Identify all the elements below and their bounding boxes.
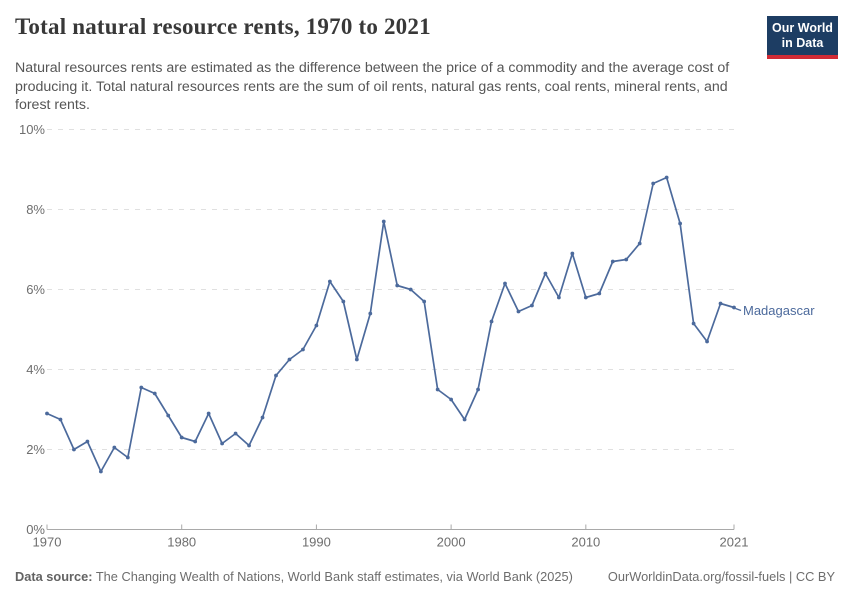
data-point	[556, 295, 561, 300]
data-point	[449, 397, 454, 402]
x-axis-tick-label: 2010	[571, 535, 600, 550]
data-point	[287, 357, 292, 362]
owid-logo-line1: Our World	[772, 21, 833, 35]
data-point	[354, 357, 359, 362]
data-point	[301, 347, 305, 352]
y-axis-tick-label: 10%	[19, 122, 45, 137]
data-point	[45, 411, 49, 416]
data-point	[732, 305, 736, 310]
x-axis-tick-label: 1980	[167, 535, 196, 550]
data-point	[570, 251, 575, 256]
data-point	[678, 221, 683, 226]
data-point	[597, 291, 602, 296]
data-point	[476, 387, 480, 392]
x-axis-tick-label: 1970	[33, 535, 62, 550]
data-point	[368, 311, 373, 316]
data-point	[274, 373, 278, 378]
data-point	[705, 339, 709, 344]
data-point	[152, 391, 157, 396]
data-point	[206, 411, 211, 416]
data-point	[583, 295, 588, 300]
data-point	[718, 301, 723, 306]
data-point	[193, 439, 198, 444]
x-axis-tick-label: 2000	[437, 535, 466, 550]
data-point	[395, 283, 400, 288]
chart-title: Total natural resource rents, 1970 to 20…	[15, 14, 431, 39]
data-point	[516, 309, 521, 314]
y-axis-tick-label: 8%	[26, 202, 45, 217]
license-link[interactable]: OurWorldinData.org/fossil-fuels | CC BY	[607, 569, 835, 584]
series-label-madagascar[interactable]: Madagascar	[743, 302, 815, 318]
data-point	[637, 241, 642, 246]
y-axis-tick-label: 4%	[26, 362, 45, 377]
data-point	[503, 281, 507, 286]
y-axis-tick-label: 6%	[26, 282, 45, 297]
label-connector-line	[735, 307, 742, 312]
data-point	[327, 279, 332, 284]
data-point	[462, 417, 467, 422]
data-point	[341, 299, 346, 304]
data-line-madagascar[interactable]	[46, 176, 735, 473]
data-point	[651, 181, 656, 186]
data-point	[260, 415, 265, 420]
data-point	[435, 387, 440, 392]
chart-subtitle: Natural resources rents are estimated as…	[15, 60, 730, 114]
owid-logo-line2: in Data	[781, 35, 824, 50]
data-point	[610, 259, 615, 264]
x-axis-tick-label: 2021	[720, 535, 749, 550]
data-point	[179, 435, 184, 440]
data-point	[72, 447, 76, 452]
data-point	[139, 385, 144, 390]
data-point	[489, 319, 494, 324]
data-point	[112, 445, 117, 450]
y-axis-tick-label: 2%	[26, 442, 45, 457]
data-source-note: Data source: The Changing Wealth of Nati…	[15, 569, 573, 584]
data-point	[381, 219, 386, 224]
data-point	[664, 175, 669, 180]
data-point	[422, 299, 427, 304]
data-point	[58, 417, 63, 422]
data-point	[314, 323, 319, 328]
data-point	[233, 431, 238, 436]
x-axis-tick-label: 1990	[302, 535, 331, 550]
y-axis-tick-label: 0%	[26, 522, 45, 537]
data-source-label: Data source:	[15, 569, 93, 584]
data-point	[691, 321, 696, 326]
data-point	[530, 303, 534, 308]
data-point	[220, 441, 225, 446]
data-point	[85, 439, 90, 444]
data-point	[98, 469, 103, 474]
data-point	[125, 455, 130, 460]
data-point	[624, 257, 629, 262]
data-point	[408, 287, 413, 292]
data-point	[166, 413, 171, 418]
owid-logo[interactable]: Our World in Data	[767, 16, 838, 59]
data-point	[543, 271, 548, 276]
data-source-text: The Changing Wealth of Nations, World Ba…	[92, 569, 573, 584]
data-point	[247, 443, 251, 448]
